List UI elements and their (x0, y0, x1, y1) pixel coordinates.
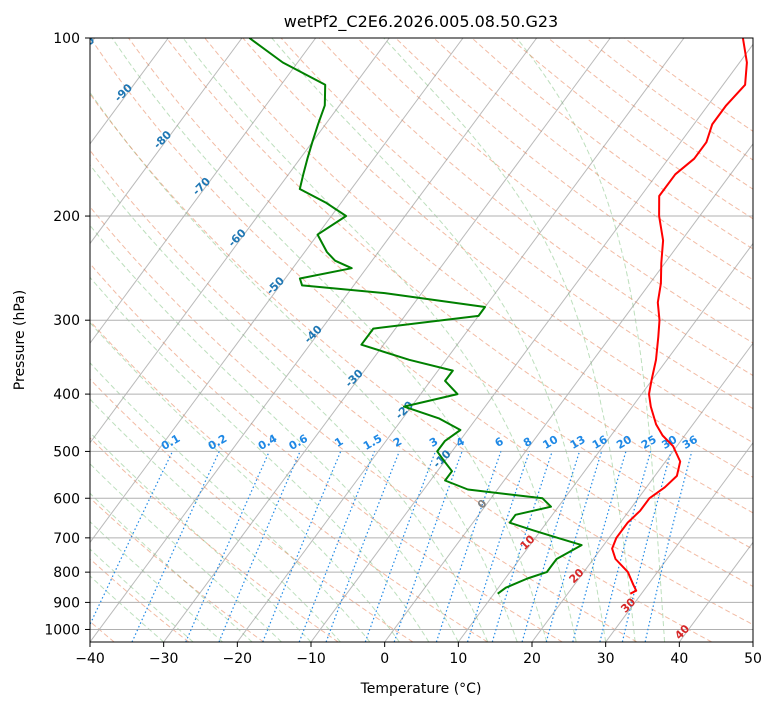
y-tick-label: 200 (53, 209, 80, 225)
x-axis-label: Temperature (°C) (360, 681, 482, 697)
isotherm-line (90, 38, 390, 444)
isotherm-line (384, 143, 753, 642)
temperature-profile (611, 38, 748, 595)
x-tick-label: 50 (744, 651, 762, 667)
y-tick-label: 700 (53, 531, 80, 547)
dry-adiabat-line (166, 38, 753, 514)
isotherm-line (163, 38, 611, 642)
dry-adiabat-line (280, 38, 753, 410)
isotherm-line (457, 242, 753, 642)
dry-adiabats (90, 38, 753, 642)
isotherm-line (90, 38, 538, 642)
mixing-ratio-line (364, 451, 437, 642)
x-tick-label: −10 (296, 651, 326, 667)
x-tick-label: 20 (523, 651, 541, 667)
x-tick-label: −20 (223, 651, 253, 667)
dry-adiabat-line (242, 38, 753, 444)
mixing-ratio-line (521, 451, 581, 642)
mixing-ratio-line (545, 451, 603, 642)
isotherm-line (605, 441, 753, 642)
isotherms (90, 38, 753, 642)
moist-adiabat-line (90, 362, 371, 642)
dry-adiabat-line (395, 38, 753, 312)
dewpoint-profile (248, 38, 583, 595)
mixing-ratio-line (491, 451, 553, 642)
x-tick-label: 0 (380, 651, 389, 667)
isotherm-line (90, 38, 169, 145)
x-tick-label: −40 (75, 651, 105, 667)
isotherm-line (90, 38, 464, 544)
moist-adiabat-line (383, 38, 636, 642)
mixing-ratio-line (218, 451, 301, 642)
y-tick-label: 500 (53, 444, 80, 460)
moist-adiabat-line (90, 276, 430, 642)
dry-adiabat-line (90, 206, 638, 642)
mixing-ratio-line (298, 451, 376, 642)
moist-adiabats (90, 38, 666, 642)
x-tick-label: 10 (449, 651, 467, 667)
dry-adiabat-line (90, 149, 712, 642)
mixing-ratio-line (466, 451, 531, 642)
sounding-profiles (248, 38, 748, 595)
moist-adiabat-line (182, 38, 577, 642)
moist-adiabat-line (90, 463, 282, 642)
isotherm-line (90, 38, 317, 345)
moist-adiabat-line (516, 38, 666, 642)
mixing-ratio-line (185, 451, 270, 642)
mixing-ratio-line (435, 451, 502, 642)
dry-adiabat-line (90, 262, 563, 642)
isotherm-line (310, 43, 753, 642)
moist-adiabat-line (111, 38, 548, 642)
mixing-ratio-lines (90, 451, 693, 642)
y-tick-label: 600 (53, 491, 80, 507)
mixing-ratio-line (393, 451, 463, 642)
y-tick-label: 400 (53, 387, 80, 403)
y-tick-label: 1000 (44, 622, 80, 638)
dry-adiabat-line (90, 92, 753, 626)
x-tick-label: 40 (670, 651, 688, 667)
mixing-ratio-line (262, 451, 342, 642)
mixing-ratio-line (572, 451, 627, 642)
plot-frame (89, 37, 754, 643)
y-tick-label: 300 (53, 313, 80, 329)
y-tick-label: 800 (53, 565, 80, 581)
x-axis-ticks: −40 −30 −20 −10 0 10 20 30 40 50 (75, 642, 762, 667)
isotherm-line (90, 38, 243, 245)
dry-adiabat-line (90, 558, 190, 642)
x-tick-label: −30 (149, 651, 179, 667)
isotherm-line (236, 38, 685, 642)
moist-adiabat-line (90, 321, 400, 642)
isotherm-line (531, 342, 753, 642)
mixing-ratio-line (644, 451, 693, 642)
plot-area: -100-90-80-70-60-50-40-30-20-10010203040… (90, 38, 753, 642)
y-tick-label: 900 (53, 595, 80, 611)
x-tick-label: 30 (597, 651, 615, 667)
chart-title: wetPf2_C2E6.2026.005.08.50.G23 (284, 12, 558, 32)
moist-adiabat-line (90, 224, 459, 642)
y-tick-label: 100 (53, 31, 80, 47)
y-axis-label: Pressure (hPa) (12, 290, 28, 390)
moist-adiabat-line (90, 91, 518, 642)
mixing-ratio-line (325, 451, 400, 642)
pressure-gridlines (90, 38, 753, 630)
moist-adiabat-line (90, 398, 341, 642)
moist-adiabat-line (271, 38, 607, 642)
mixing-ratio-line (621, 451, 672, 642)
y-axis-ticks: 100 200 300 400 500 600 700 800 900 1000 (44, 31, 90, 638)
